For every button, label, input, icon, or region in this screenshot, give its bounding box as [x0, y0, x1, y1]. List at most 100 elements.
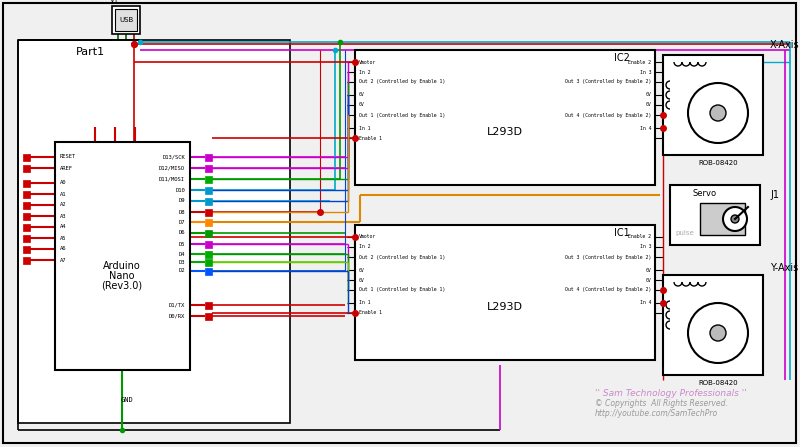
- Text: A2: A2: [60, 202, 66, 207]
- Text: D7: D7: [178, 219, 185, 224]
- Bar: [115, 9, 137, 31]
- Text: Enable 1: Enable 1: [359, 135, 382, 140]
- Text: Out 2 (Controlled by Enable 1): Out 2 (Controlled by Enable 1): [359, 80, 446, 84]
- Text: X-Axis: X-Axis: [770, 40, 800, 50]
- Text: Out 4 (Controlled by Enable 2): Out 4 (Controlled by Enable 2): [565, 287, 651, 292]
- Text: D12/MISO: D12/MISO: [159, 165, 185, 170]
- Text: In 3: In 3: [639, 245, 651, 249]
- Bar: [205, 186, 212, 194]
- Circle shape: [688, 83, 748, 143]
- Text: In 4: In 4: [639, 126, 651, 131]
- Bar: [23, 245, 30, 253]
- Bar: [205, 176, 212, 182]
- Text: Vmotor: Vmotor: [359, 59, 376, 64]
- Bar: [23, 224, 30, 231]
- Text: '' Sam Technology Professionals '': '' Sam Technology Professionals '': [595, 388, 746, 397]
- Circle shape: [710, 325, 726, 341]
- Text: ROB-08420: ROB-08420: [698, 380, 738, 386]
- Text: D0/RX: D0/RX: [169, 313, 185, 319]
- Text: IC1: IC1: [614, 228, 630, 238]
- Text: Servo: Servo: [693, 189, 717, 198]
- Circle shape: [731, 215, 739, 223]
- Bar: [205, 219, 212, 225]
- Text: In 2: In 2: [359, 69, 370, 75]
- Text: Part1: Part1: [75, 47, 105, 57]
- Bar: [23, 164, 30, 172]
- Text: A1: A1: [60, 191, 66, 197]
- Bar: [700, 203, 745, 235]
- Bar: [205, 312, 212, 320]
- Text: Out 2 (Controlled by Enable 1): Out 2 (Controlled by Enable 1): [359, 254, 446, 260]
- Text: L293D: L293D: [487, 302, 523, 312]
- Bar: [55, 142, 190, 370]
- Bar: [23, 190, 30, 198]
- Text: Enable 1: Enable 1: [359, 311, 382, 316]
- Circle shape: [723, 207, 747, 231]
- Text: D5: D5: [178, 241, 185, 246]
- Text: (Rev3.0): (Rev3.0): [102, 281, 142, 291]
- Circle shape: [710, 105, 726, 121]
- Text: Arduino: Arduino: [103, 261, 141, 271]
- Text: A6: A6: [60, 246, 66, 252]
- Text: A7: A7: [60, 257, 66, 262]
- Text: Out 1 (Controlled by Enable 1): Out 1 (Controlled by Enable 1): [359, 113, 446, 118]
- Text: X1: X1: [110, 0, 119, 5]
- Text: J1: J1: [770, 190, 779, 200]
- Bar: [205, 164, 212, 172]
- Text: D6: D6: [178, 231, 185, 236]
- Bar: [23, 257, 30, 263]
- Bar: [205, 240, 212, 248]
- Bar: [23, 202, 30, 208]
- Text: AREF: AREF: [60, 165, 73, 170]
- Text: Out 1 (Controlled by Enable 1): Out 1 (Controlled by Enable 1): [359, 287, 446, 292]
- Text: Nano: Nano: [110, 271, 134, 281]
- Text: In 4: In 4: [639, 300, 651, 305]
- Bar: [205, 208, 212, 215]
- Text: Y-Axis: Y-Axis: [770, 263, 798, 273]
- Text: A5: A5: [60, 236, 66, 240]
- Bar: [23, 212, 30, 219]
- Bar: [663, 275, 763, 375]
- Bar: [205, 250, 212, 257]
- Text: D9: D9: [178, 198, 185, 203]
- Text: D10: D10: [175, 187, 185, 193]
- Text: 0V: 0V: [646, 278, 651, 283]
- Text: Out 3 (Controlled by Enable 2): Out 3 (Controlled by Enable 2): [565, 254, 651, 260]
- Circle shape: [688, 303, 748, 363]
- Text: D4: D4: [178, 252, 185, 257]
- Text: USB: USB: [119, 17, 133, 23]
- Text: 0V: 0V: [359, 267, 365, 273]
- Bar: [205, 229, 212, 236]
- Text: Out 3 (Controlled by Enable 2): Out 3 (Controlled by Enable 2): [565, 80, 651, 84]
- Text: D2: D2: [178, 269, 185, 274]
- Bar: [23, 180, 30, 186]
- Bar: [205, 301, 212, 308]
- Bar: [205, 267, 212, 274]
- Bar: [355, 225, 655, 360]
- Text: pulse: pulse: [675, 230, 694, 236]
- Bar: [23, 153, 30, 160]
- Text: In 2: In 2: [359, 245, 370, 249]
- Bar: [112, 6, 140, 34]
- Text: RESET: RESET: [60, 155, 76, 160]
- Bar: [205, 153, 212, 160]
- Text: http://youtube.com/SamTechPro: http://youtube.com/SamTechPro: [595, 409, 718, 418]
- Text: Enable 2: Enable 2: [628, 59, 651, 64]
- Bar: [18, 40, 290, 423]
- Bar: [205, 198, 212, 204]
- Text: In 1: In 1: [359, 126, 370, 131]
- Text: 0V: 0V: [646, 93, 651, 97]
- Bar: [23, 235, 30, 241]
- Text: D3: D3: [178, 260, 185, 265]
- Text: A0: A0: [60, 181, 66, 186]
- Text: 0V: 0V: [646, 267, 651, 273]
- Text: GND: GND: [121, 397, 134, 403]
- Text: D11/MOSI: D11/MOSI: [159, 177, 185, 181]
- Text: IC2: IC2: [614, 53, 630, 63]
- Text: 0V: 0V: [359, 102, 365, 107]
- Bar: [355, 50, 655, 185]
- Text: D1/TX: D1/TX: [169, 303, 185, 308]
- Text: Enable 2: Enable 2: [628, 235, 651, 240]
- Text: A4: A4: [60, 224, 66, 229]
- Text: Out 4 (Controlled by Enable 2): Out 4 (Controlled by Enable 2): [565, 113, 651, 118]
